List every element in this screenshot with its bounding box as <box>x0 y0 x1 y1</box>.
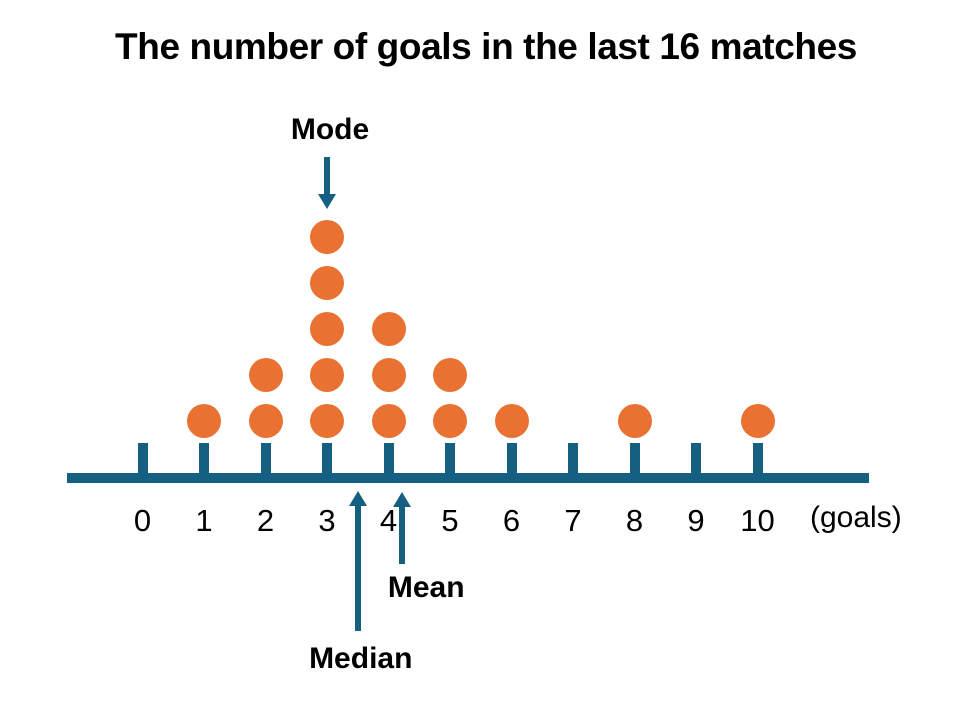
data-dot <box>310 312 344 346</box>
mean-arrow-line <box>399 506 406 564</box>
x-axis-tick-label: 1 <box>195 503 213 538</box>
median-arrow-line <box>354 505 361 631</box>
x-axis-tick-label: 4 <box>379 503 398 538</box>
x-axis-tick <box>322 443 332 474</box>
mode-arrow-down-icon <box>318 194 336 209</box>
mean-arrow-up-icon <box>393 492 412 507</box>
data-dot <box>248 358 283 392</box>
data-dot <box>310 266 344 300</box>
x-axis-tick <box>629 443 640 474</box>
x-axis-tick-label: 5 <box>441 503 459 538</box>
mode-label: Mode <box>290 113 370 146</box>
x-axis-tick <box>199 443 209 474</box>
x-axis-tick <box>383 443 394 474</box>
mean-label: Mean <box>387 571 465 604</box>
x-axis-tick <box>752 443 763 474</box>
mode-arrow-line <box>324 157 330 195</box>
x-axis-tick <box>260 443 271 474</box>
data-dot <box>617 404 652 438</box>
x-axis-tick-label: 3 <box>318 503 336 538</box>
x-axis-tick <box>568 443 578 474</box>
data-dot <box>433 358 467 392</box>
median-label: Median <box>309 642 413 675</box>
x-axis-tick-label: 7 <box>564 503 582 538</box>
data-dot <box>433 404 467 438</box>
data-dot <box>187 404 221 438</box>
x-axis-tick <box>506 443 517 474</box>
x-axis-tick <box>445 443 455 474</box>
x-axis-tick-label: 2 <box>256 503 275 538</box>
x-axis-tick-label: 9 <box>687 503 705 538</box>
x-axis-tick-label: 6 <box>502 503 521 538</box>
data-dot <box>310 220 344 254</box>
data-dot <box>248 404 283 438</box>
data-dot <box>371 358 406 392</box>
data-dot <box>740 404 775 438</box>
data-dot <box>371 404 406 438</box>
data-dot <box>371 312 406 346</box>
median-arrow-up-icon <box>348 491 367 506</box>
x-axis-tick <box>691 443 701 474</box>
x-axis-tick-label: 10 <box>740 503 775 538</box>
x-axis-tick-label: 8 <box>625 503 644 538</box>
data-dot <box>310 404 344 438</box>
data-dot <box>494 404 529 438</box>
x-axis-line <box>67 473 869 483</box>
x-axis-tick-label: 0 <box>133 503 152 538</box>
x-axis-tick <box>137 443 148 474</box>
data-dot <box>310 358 344 392</box>
x-axis-unit-label: (goals) <box>810 501 902 534</box>
chart-title: The number of goals in the last 16 match… <box>115 26 857 67</box>
